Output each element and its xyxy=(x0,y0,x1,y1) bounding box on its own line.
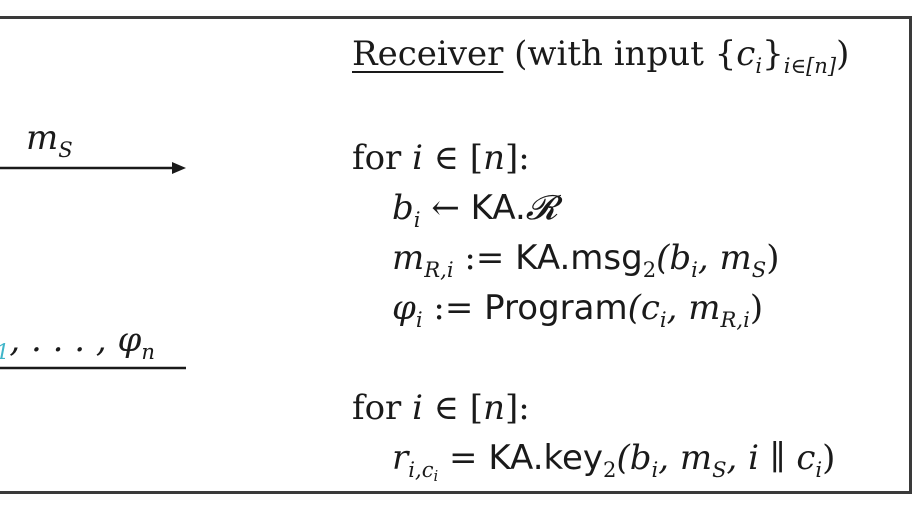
message-phi-list-label: 1, . . . , φn xyxy=(0,320,155,364)
arrow-head-right xyxy=(172,162,186,174)
receiver-title: Receiver xyxy=(352,34,503,74)
loop1-stmt-message: mR,i := KA.msg2(bi, mS) xyxy=(392,238,780,282)
phi-1-subscript: 1 xyxy=(0,339,9,364)
message-ms-label: mS xyxy=(26,118,73,162)
loop1-stmt-program: φi := Program(ci, mR,i) xyxy=(392,288,763,332)
loop1-header: for i ∈ [n]: xyxy=(352,138,530,178)
loop2-stmt-key: ri,ci = KA.key2(bi, mS, i ∥ ci) xyxy=(392,438,835,485)
receiver-header: Receiver (with input {ci}i∈[n]) xyxy=(352,34,849,78)
loop2-header: for i ∈ [n]: xyxy=(352,388,530,428)
loop1-stmt-sample-key: bi ← KA.𝓡 xyxy=(392,188,558,232)
